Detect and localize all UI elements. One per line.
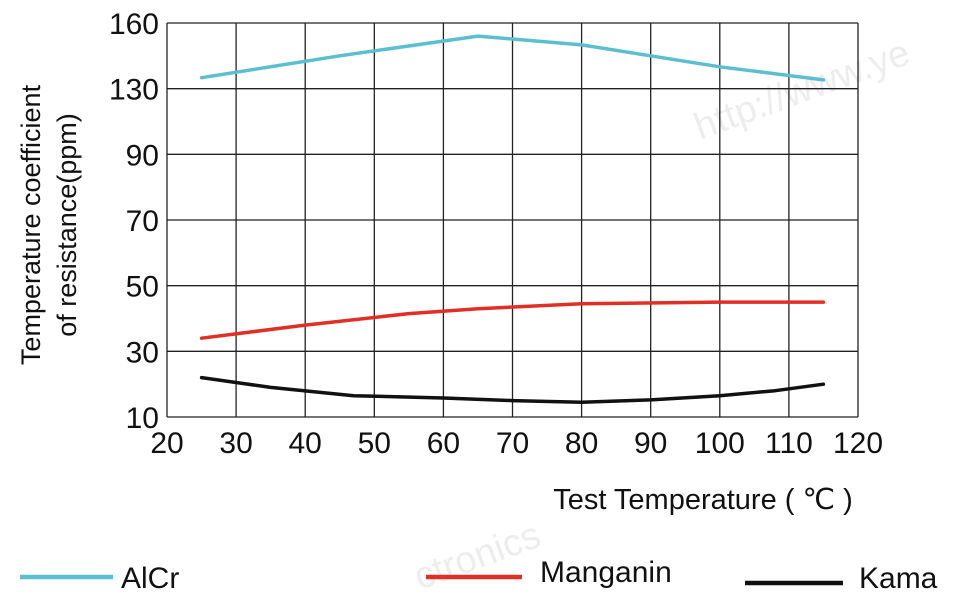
y-tick-label: 10 [126, 402, 159, 435]
legend-label-kama: Kama [859, 562, 938, 595]
x-tick-label: 80 [565, 427, 598, 460]
x-tick-label: 120 [833, 427, 883, 460]
series-line-manganin [199, 300, 826, 340]
x-axis-label: Test Temperature ( ℃ ) [553, 484, 853, 516]
x-tick-label: 60 [427, 427, 460, 460]
x-tick-label: 110 [765, 427, 813, 460]
y-tick-label: 50 [126, 271, 159, 304]
x-tick-label: 50 [358, 427, 391, 460]
legend-label-alcr: AlCr [121, 562, 179, 595]
y-tick-label: 160 [109, 8, 159, 41]
y-tick-label: 90 [126, 139, 159, 172]
x-tick-label: 30 [219, 427, 252, 460]
y-tick-label: 130 [109, 74, 159, 107]
legend: AlCr Manganin Kama [20, 556, 938, 595]
y-axis-label-line-1: Temperature coefficient [16, 84, 46, 365]
y-axis-label-line-2: of resistance(ppm) [52, 113, 82, 337]
y-axis-ticks: 10 30 50 70 90 130 160 [109, 8, 159, 435]
watermark-text-1: http://www.ye [689, 32, 916, 149]
x-axis-ticks: 20 30 40 50 60 70 80 90 100 110 120 [150, 427, 883, 460]
y-tick-label: 30 [126, 336, 159, 369]
x-tick-label: 40 [289, 427, 322, 460]
series-line-kama [199, 375, 826, 404]
x-tick-label: 100 [695, 427, 745, 460]
x-tick-label: 20 [150, 427, 183, 460]
grid [166, 22, 859, 418]
watermark-text-2: ctronics [409, 514, 546, 596]
x-tick-label: 90 [634, 427, 667, 460]
x-tick-label: 70 [496, 427, 529, 460]
legend-label-manganin: Manganin [540, 556, 672, 589]
y-tick-label: 70 [126, 205, 159, 238]
y-axis-label: Temperature coefficient of resistance(pp… [16, 84, 82, 365]
series-line-alcr [199, 34, 826, 82]
series-lines [199, 34, 826, 404]
